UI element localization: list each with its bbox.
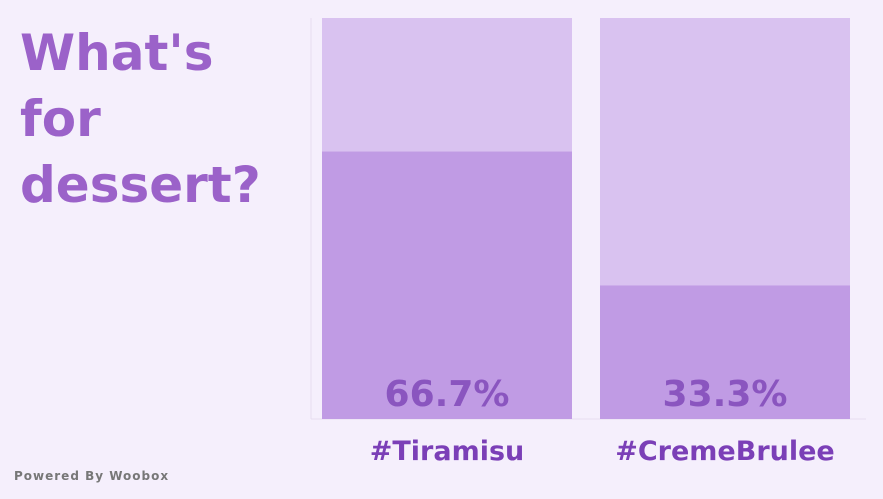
category-label: #CremeBrulee: [615, 436, 835, 467]
bar: [600, 285, 850, 419]
bar: [322, 151, 572, 419]
value-label: 66.7%: [385, 374, 510, 415]
footer: Powered By Woobox: [14, 469, 170, 483]
chart-title: What's for dessert?: [20, 24, 261, 214]
value-label: 33.3%: [663, 374, 788, 415]
category-label: #Tiramisu: [370, 436, 525, 467]
